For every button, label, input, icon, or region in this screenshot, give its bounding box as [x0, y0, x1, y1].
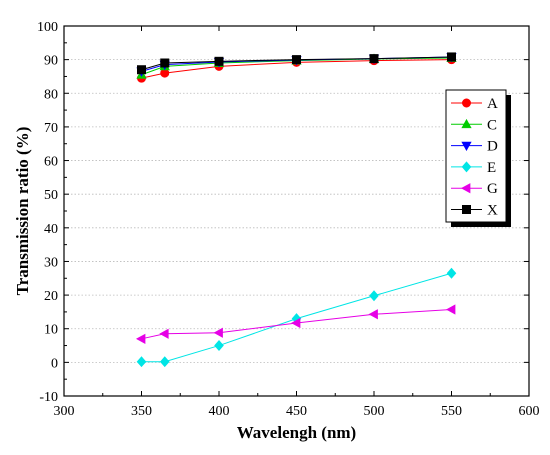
series-x [137, 52, 456, 75]
legend-marker [461, 98, 471, 108]
data-point [159, 328, 169, 339]
data-point [446, 52, 456, 62]
x-tick-label: 550 [441, 404, 462, 419]
data-point [291, 55, 301, 65]
data-point [213, 327, 223, 338]
legend-item-g: G [451, 181, 498, 197]
legend-marker [461, 205, 471, 215]
y-tick-label: 60 [44, 155, 58, 170]
axis-ticks: 300 350 400 450 500 550 600 -10 0 10 20 30 40 50 60 70 8… [37, 20, 540, 419]
legend-label: D [487, 139, 498, 155]
y-tick-label: 30 [44, 255, 58, 270]
series-e [136, 267, 457, 368]
legend-label: C [487, 117, 497, 133]
x-axis-title: Wavelengh (nm) [237, 423, 356, 442]
data-point [368, 309, 378, 320]
grid-lines [64, 59, 529, 363]
y-tick-label: 100 [37, 20, 58, 35]
y-tick-label: 10 [44, 323, 58, 338]
x-tick-label: 400 [209, 404, 230, 419]
data-point [291, 317, 301, 329]
legend-marker [461, 161, 472, 173]
y-tick-label: 40 [44, 222, 58, 237]
y-tick-label: 20 [44, 289, 58, 304]
x-tick-label: 300 [54, 404, 75, 419]
series-g [136, 304, 456, 344]
legend-item-e: E [451, 160, 496, 176]
legend-item-d: D [451, 139, 498, 155]
y-tick-label: 90 [44, 54, 58, 69]
x-tick-label: 500 [364, 404, 385, 419]
data-point [446, 267, 457, 279]
legend-label: E [487, 160, 496, 176]
x-tick-label: 600 [519, 404, 540, 419]
data-point [214, 340, 224, 352]
legend-item-a: A [451, 96, 498, 112]
legend-label: X [487, 203, 498, 219]
data-point [137, 65, 147, 75]
y-tick-label: 80 [44, 87, 58, 102]
legend-label: A [487, 96, 498, 112]
data-point [214, 56, 224, 66]
data-point [160, 58, 170, 68]
legend-item-c: C [451, 117, 497, 133]
data-point [136, 333, 146, 344]
legend-box [445, 89, 507, 223]
data-point [446, 304, 456, 315]
data-point [136, 356, 147, 368]
y-tick-label: 70 [44, 121, 58, 136]
data-point [369, 54, 379, 64]
x-tick-label: 450 [286, 404, 307, 419]
y-tick-label: 0 [51, 356, 58, 371]
series-layer [136, 52, 457, 368]
x-tick-label: 350 [131, 404, 152, 419]
data-point [159, 356, 170, 368]
legend-label: G [487, 181, 498, 197]
legend-marker [461, 141, 472, 152]
y-tick-label: -10 [39, 390, 58, 405]
legend-marker [461, 183, 471, 194]
legend-item-x: X [451, 203, 498, 219]
y-axis-title: Transmission ratio (%) [13, 127, 32, 296]
legend-marker [461, 118, 472, 129]
data-point [369, 290, 379, 302]
y-tick-label: 50 [44, 188, 58, 203]
